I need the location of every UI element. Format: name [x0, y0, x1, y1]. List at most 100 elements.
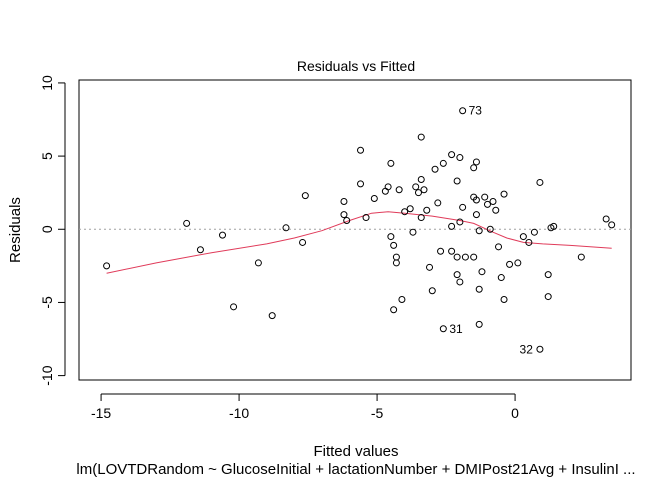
residual-point [461, 253, 469, 261]
y-tick-label: 0 [39, 225, 55, 233]
residual-point [536, 178, 544, 186]
plot-frame [78, 79, 632, 381]
residual-point [475, 320, 483, 328]
residual-point [183, 219, 191, 227]
residual-point [103, 262, 111, 270]
residual-point [301, 192, 309, 200]
residual-point [254, 259, 262, 267]
residual-point [417, 176, 425, 184]
residual-point [437, 247, 445, 255]
residual-point [362, 214, 370, 222]
x-tick-label: 0 [511, 405, 519, 421]
residual-point [370, 195, 378, 203]
residual-point [459, 107, 467, 115]
residual-point [536, 345, 544, 353]
residual-point [343, 216, 351, 224]
y-tick-label: 5 [39, 152, 55, 160]
x-tick-label: -15 [91, 405, 111, 421]
model-formula-subtitle: lm(LOVTDRandom ~ GlucoseInitial + lactat… [76, 461, 635, 478]
residual-point [387, 233, 395, 241]
residual-point [387, 159, 395, 167]
residual-point [395, 186, 403, 194]
residual-point [409, 228, 417, 236]
residual-point [495, 243, 503, 251]
residual-point [401, 208, 409, 216]
residual-point [453, 271, 461, 279]
residual-point [448, 151, 456, 159]
residual-point [196, 246, 204, 254]
outlier-label: 32 [520, 342, 534, 356]
residual-point [544, 271, 552, 279]
residual-point [470, 253, 478, 261]
residual-point [406, 205, 414, 213]
residual-point [500, 296, 508, 304]
residual-point [497, 274, 505, 282]
residual-point [489, 197, 497, 205]
residual-point [392, 259, 400, 267]
residual-point [357, 146, 365, 154]
residual-point [459, 203, 467, 211]
residual-point [519, 233, 527, 241]
lowess-smoother-line [106, 211, 612, 274]
residual-point [525, 238, 533, 246]
x-tick-label: -10 [229, 405, 249, 421]
residual-point [472, 158, 480, 166]
residual-point [392, 253, 400, 261]
y-tick-label: -5 [39, 296, 55, 309]
residual-point [453, 253, 461, 261]
residual-point [486, 225, 494, 233]
residual-point [577, 253, 585, 261]
residual-point [483, 200, 491, 208]
residual-point [550, 222, 558, 230]
residual-point [470, 164, 478, 172]
residual-point [439, 159, 447, 167]
residual-point [426, 263, 434, 271]
residual-point [492, 206, 500, 214]
residual-point [514, 259, 522, 267]
residual-point [506, 260, 514, 268]
residual-point [417, 214, 425, 222]
x-tick-label: -5 [371, 405, 384, 421]
residual-point [282, 224, 290, 232]
residual-point [340, 197, 348, 205]
plot-area: -15 -10 -5 0 -10 -5 0 5 10 31 73 32 [39, 75, 632, 421]
residual-point [390, 241, 398, 249]
residual-point [299, 238, 307, 246]
residual-point [439, 325, 447, 333]
residual-point [478, 268, 486, 276]
residual-point [384, 183, 392, 191]
outlier-label: 73 [469, 104, 483, 118]
residual-point [412, 183, 420, 191]
residual-point [357, 180, 365, 188]
y-tick-label: -10 [39, 365, 55, 385]
residual-point [448, 222, 456, 230]
y-tick-label: 10 [39, 75, 55, 91]
y-axis-label: Residuals [7, 197, 24, 263]
residual-point [475, 227, 483, 235]
residual-point [448, 247, 456, 255]
residual-point [381, 187, 389, 195]
residual-point [472, 196, 480, 204]
residual-point [456, 278, 464, 286]
residual-point [608, 221, 616, 229]
residual-point [414, 189, 422, 197]
residual-point [219, 231, 227, 239]
residual-point [428, 287, 436, 295]
residual-point [398, 296, 406, 304]
residual-point [230, 303, 238, 311]
residual-point [456, 154, 464, 162]
residual-point [602, 215, 610, 223]
residual-point [417, 133, 425, 141]
residual-point [340, 211, 348, 219]
chart-title: Residuals vs Fitted [297, 58, 415, 74]
residual-point [434, 199, 442, 207]
outlier-label: 31 [449, 322, 463, 336]
residual-point [390, 306, 398, 314]
x-axis-label: Fitted values [313, 443, 398, 460]
residual-point [544, 293, 552, 301]
residual-point [268, 312, 276, 320]
residual-point [423, 206, 431, 214]
residual-point [475, 285, 483, 293]
residual-point [453, 177, 461, 185]
